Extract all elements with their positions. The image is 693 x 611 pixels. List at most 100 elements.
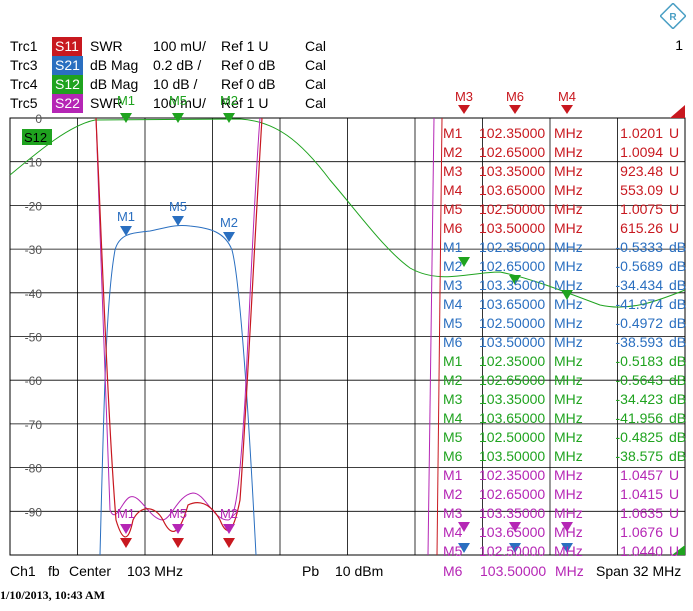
y-tick-label: -60 <box>25 374 43 388</box>
trace-s22-line <box>95 117 261 521</box>
trace-name: Trc1 <box>10 38 38 54</box>
marker-value: 1.0635 <box>620 505 663 521</box>
marker-value-unit: U <box>669 125 680 141</box>
marker-value: 615.26 <box>620 220 663 236</box>
marker-value: -41.956 <box>615 410 663 426</box>
marker-triangle-s12 <box>458 257 470 267</box>
marker-top-triangle <box>458 105 470 114</box>
marker-freq: 103.50000 <box>479 220 546 236</box>
marker-value: -38.593 <box>615 334 663 350</box>
marker-label-s21: M5 <box>169 199 187 214</box>
marker-id: M4 <box>443 182 463 198</box>
marker-triangle-s12 <box>120 113 132 123</box>
marker-value-unit: U <box>669 163 680 179</box>
marker-value: 923.48 <box>620 163 663 179</box>
marker-value-unit: dB <box>669 334 687 350</box>
marker-triangle-s11 <box>172 538 184 548</box>
power-label: Pb <box>302 563 320 579</box>
marker-triangle-s22 <box>172 524 184 534</box>
marker-label-s21: M2 <box>220 215 238 230</box>
trace-cal: Cal <box>305 57 327 73</box>
marker-unit: MHz <box>554 163 583 179</box>
marker-value: -34.423 <box>615 391 663 407</box>
marker-triangle-s21 <box>172 216 184 226</box>
center-label: Center <box>69 563 112 579</box>
marker-value: -0.4972 <box>615 315 663 331</box>
y-axis-tick-labels: 0 -10 -20 -30 -40 -50 -60 -70 -80 -90 S12 <box>22 112 52 519</box>
marker-freq: 102.65000 <box>479 258 546 274</box>
marker-triangle-s22 <box>509 522 521 532</box>
marker-value: 553.09 <box>620 182 663 198</box>
marker-id: M3 <box>443 277 463 293</box>
marker-freq: 103.35000 <box>479 163 546 179</box>
marker-freq: 103.35000 <box>479 391 546 407</box>
span-value[interactable]: 32 MHz <box>633 563 682 579</box>
traces <box>9 117 686 556</box>
trace-ref: Ref 1 U <box>221 38 269 54</box>
trace-markers: M3 M6 M4 M1 M5 M2 M1 M5 M2 M1 M5 M2 <box>117 89 685 555</box>
marker-id: M3 <box>443 391 463 407</box>
marker-triangle-s21 <box>509 543 521 553</box>
marker-row-freq: 103.50000 <box>480 563 547 579</box>
marker-value: 1.0075 <box>620 201 663 217</box>
trace-ref: Ref 0 dB <box>221 76 276 92</box>
param-badge-s22[interactable]: S22 <box>52 94 83 113</box>
marker-unit: MHz <box>554 410 583 426</box>
marker-unit: MHz <box>554 334 583 350</box>
marker-value: 1.0415 <box>620 486 663 502</box>
marker-freq: 102.35000 <box>479 353 546 369</box>
marker-value-unit: U <box>669 505 680 521</box>
marker-triangle-s22 <box>223 524 235 534</box>
marker-value: -0.5643 <box>615 372 663 388</box>
marker-value-unit: dB <box>669 448 687 464</box>
trace-name: Trc4 <box>10 76 38 92</box>
marker-freq: 103.65000 <box>479 296 546 312</box>
marker-freq: 103.50000 <box>479 448 546 464</box>
marker-unit: MHz <box>554 315 583 331</box>
marker-value: 1.0457 <box>620 467 663 483</box>
trace-cal: Cal <box>305 38 327 54</box>
param-badge-s12[interactable]: S12 <box>52 75 83 94</box>
power-value[interactable]: 10 dBm <box>335 563 384 579</box>
center-value[interactable]: 103 MHz <box>127 563 184 579</box>
marker-label-s12: M2 <box>220 93 238 108</box>
trace-format: dB Mag <box>90 57 139 73</box>
y-tick-label: -90 <box>25 505 43 519</box>
marker-row-m6: M6 <box>443 563 463 579</box>
trace-s12-line <box>9 118 686 308</box>
param-badge-s21[interactable]: S21 <box>52 56 83 75</box>
trace-s21-line <box>99 225 257 556</box>
marker-freq: 102.65000 <box>479 372 546 388</box>
marker-value: 1.0676 <box>620 524 663 540</box>
marker-unit: MHz <box>554 391 583 407</box>
marker-value-unit: U <box>669 182 680 198</box>
marker-triangle-s11 <box>120 538 132 548</box>
y-tick-label: -30 <box>25 243 43 257</box>
marker-freq: 102.50000 <box>479 543 546 559</box>
trace-format: SWR <box>90 95 123 111</box>
marker-top-triangle <box>509 105 521 114</box>
marker-triangle-s22 <box>458 522 470 532</box>
trace-cal: Cal <box>305 95 327 111</box>
marker-unit: MHz <box>554 182 583 198</box>
param-badge-s11[interactable]: S11 <box>52 37 82 56</box>
marker-value: -0.5183 <box>615 353 663 369</box>
marker-triangle-s22 <box>561 522 573 532</box>
marker-unit: MHz <box>554 372 583 388</box>
marker-value-unit: U <box>669 144 680 160</box>
ref-tag-s12: S12 <box>22 129 52 145</box>
marker-id: M6 <box>443 220 463 236</box>
marker-top-m3: M3 <box>455 89 473 114</box>
marker-freq: 103.35000 <box>479 505 546 521</box>
marker-value: 1.0201 <box>620 125 663 141</box>
marker-unit: MHz <box>554 448 583 464</box>
marker-top-label: M6 <box>506 89 524 104</box>
marker-id: M4 <box>443 524 463 540</box>
marker-freq: 102.65000 <box>479 144 546 160</box>
trace-name: Trc5 <box>10 95 38 111</box>
marker-id: M1 <box>443 239 463 255</box>
grid <box>9 117 686 556</box>
marker-id: M3 <box>443 505 463 521</box>
marker-value-unit: dB <box>669 258 687 274</box>
